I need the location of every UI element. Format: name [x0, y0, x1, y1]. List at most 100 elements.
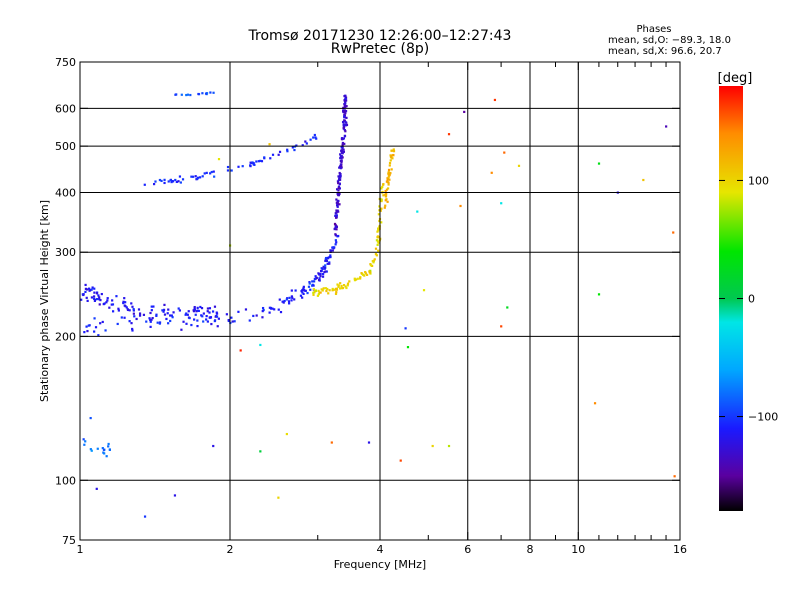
data-point [333, 227, 337, 230]
data-point [380, 207, 383, 210]
data-point [160, 179, 163, 183]
data-point [334, 225, 337, 229]
data-point [322, 265, 325, 268]
data-point [249, 165, 252, 168]
data-point [196, 176, 200, 179]
data-point [314, 136, 317, 139]
data-point [313, 133, 316, 137]
data-point [371, 260, 374, 263]
data-point [339, 176, 342, 179]
data-point [363, 274, 366, 277]
data-point [301, 144, 304, 147]
data-point [459, 204, 462, 208]
data-point [311, 280, 314, 283]
data-point [338, 171, 341, 175]
data-point [324, 264, 327, 267]
data-point [290, 295, 293, 298]
y-tick-label: 600 [55, 102, 76, 115]
data-point [327, 292, 330, 295]
data-point [382, 183, 385, 186]
data-point [346, 282, 350, 285]
data-point [171, 180, 174, 183]
data-point [344, 105, 347, 108]
data-point [341, 120, 345, 124]
data-point [490, 171, 493, 174]
data-point [263, 156, 266, 159]
data-point [330, 441, 333, 444]
data-point [197, 309, 200, 313]
data-point [92, 297, 96, 300]
data-point [123, 304, 126, 307]
data-point [343, 98, 346, 102]
x-tick-label: 6 [464, 543, 471, 556]
data-point [340, 284, 343, 288]
data-point [318, 273, 321, 276]
data-point [273, 308, 276, 311]
data-point [344, 130, 347, 133]
data-point [89, 448, 92, 451]
data-point [356, 277, 359, 280]
data-point [377, 249, 380, 252]
data-point [317, 293, 320, 296]
data-point [161, 309, 164, 312]
data-point [142, 313, 146, 316]
data-point [342, 148, 345, 151]
data-point [169, 319, 172, 323]
data-point [390, 168, 393, 171]
colorbar-label: [deg] [718, 71, 753, 86]
data-point [213, 175, 216, 178]
data-point [324, 266, 327, 269]
data-points [80, 91, 676, 518]
data-point [189, 93, 192, 97]
data-point [315, 276, 318, 279]
data-point [493, 98, 497, 102]
data-point [94, 326, 98, 329]
data-point [386, 187, 390, 190]
data-point [302, 285, 305, 288]
data-point [673, 475, 676, 478]
data-point [374, 247, 378, 250]
data-point [344, 102, 347, 105]
data-point [169, 179, 172, 182]
data-point [288, 302, 291, 305]
data-point [335, 201, 339, 204]
data-point [344, 97, 347, 100]
data-point [500, 325, 503, 328]
data-point [151, 316, 154, 320]
data-point [500, 202, 503, 205]
data-point [230, 169, 233, 172]
data-point [185, 312, 188, 315]
data-point [376, 243, 379, 246]
data-point [339, 163, 342, 166]
data-point [196, 324, 199, 328]
data-point [339, 167, 342, 170]
data-point [130, 322, 133, 325]
data-point [334, 239, 337, 242]
data-point [386, 177, 389, 180]
data-point [174, 178, 177, 182]
data-point [372, 261, 375, 264]
data-point [334, 288, 337, 291]
data-point [177, 180, 180, 183]
data-point [344, 285, 347, 288]
data-point [210, 170, 213, 174]
data-point [375, 254, 378, 257]
data-point [202, 312, 205, 315]
data-point [150, 305, 153, 308]
data-point [342, 283, 346, 287]
data-point [138, 312, 142, 315]
data-point [208, 311, 211, 314]
data-point [97, 334, 100, 337]
data-point [193, 308, 196, 311]
data-point [98, 303, 101, 306]
data-point [342, 110, 345, 113]
data-point [339, 287, 342, 290]
x-tick-labels: 1 2 4 6 8 10 16 [77, 543, 688, 556]
data-point [388, 178, 391, 181]
data-point [278, 150, 282, 153]
data-point [286, 148, 289, 151]
data-point [295, 144, 298, 147]
data-point [328, 262, 331, 265]
data-point [92, 295, 96, 298]
data-point [447, 133, 451, 136]
